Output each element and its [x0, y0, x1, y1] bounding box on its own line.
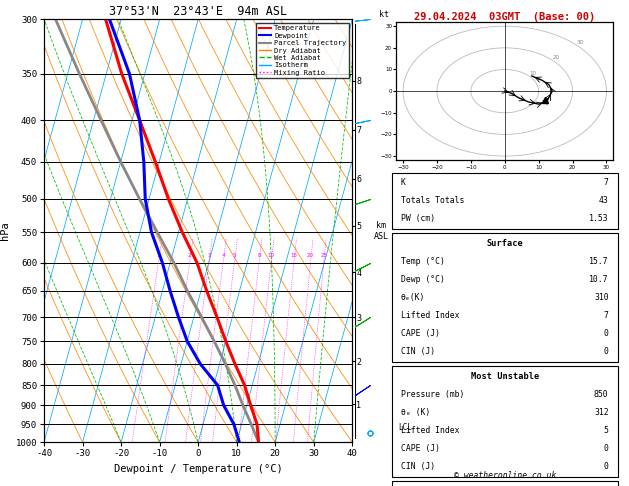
Bar	[391, 366, 618, 477]
Text: K: K	[401, 178, 406, 188]
Text: CAPE (J): CAPE (J)	[401, 444, 440, 453]
Text: 0: 0	[604, 347, 609, 356]
Text: 312: 312	[594, 408, 609, 417]
Text: 5: 5	[233, 253, 236, 258]
Text: CIN (J): CIN (J)	[401, 462, 435, 471]
Text: Pressure (mb): Pressure (mb)	[401, 390, 464, 399]
Text: © weatheronline.co.uk: © weatheronline.co.uk	[454, 471, 556, 480]
Text: Dewp (°C): Dewp (°C)	[401, 275, 445, 284]
Text: 4: 4	[221, 253, 225, 258]
Text: 850: 850	[594, 390, 609, 399]
Text: θₑ (K): θₑ (K)	[401, 408, 430, 417]
Bar	[391, 481, 618, 486]
Text: 0: 0	[604, 329, 609, 338]
Text: 15.7: 15.7	[589, 257, 609, 266]
Text: 1: 1	[157, 253, 160, 258]
Text: CIN (J): CIN (J)	[401, 347, 435, 356]
Text: 25: 25	[320, 253, 327, 258]
Text: 7: 7	[604, 311, 609, 320]
Text: 5: 5	[604, 426, 609, 435]
Legend: Temperature, Dewpoint, Parcel Trajectory, Dry Adiabat, Wet Adiabat, Isotherm, Mi: Temperature, Dewpoint, Parcel Trajectory…	[257, 23, 348, 78]
Text: 15: 15	[291, 253, 298, 258]
Text: 3: 3	[207, 253, 211, 258]
X-axis label: Dewpoint / Temperature (°C): Dewpoint / Temperature (°C)	[114, 464, 282, 474]
Text: LCL: LCL	[399, 423, 413, 433]
Y-axis label: hPa: hPa	[0, 222, 10, 240]
Text: 0: 0	[604, 462, 609, 471]
Bar	[391, 173, 618, 229]
Text: PW (cm): PW (cm)	[401, 214, 435, 224]
Text: Most Unstable: Most Unstable	[470, 372, 539, 381]
Text: Lifted Index: Lifted Index	[401, 426, 460, 435]
Text: 20: 20	[307, 253, 314, 258]
Text: 310: 310	[594, 293, 609, 302]
Text: 7: 7	[604, 178, 609, 188]
Title: 37°53'N  23°43'E  94m ASL: 37°53'N 23°43'E 94m ASL	[109, 5, 287, 18]
Text: 10: 10	[268, 253, 275, 258]
Text: 10.7: 10.7	[589, 275, 609, 284]
Text: θₑ(K): θₑ(K)	[401, 293, 425, 302]
Text: CAPE (J): CAPE (J)	[401, 329, 440, 338]
Text: 2: 2	[188, 253, 191, 258]
Bar	[391, 233, 618, 362]
Text: 43: 43	[599, 196, 609, 206]
Y-axis label: km
ASL: km ASL	[374, 221, 388, 241]
Text: Surface: Surface	[486, 239, 523, 248]
Text: 0: 0	[604, 444, 609, 453]
Text: Lifted Index: Lifted Index	[401, 311, 460, 320]
Text: 29.04.2024  03GMT  (Base: 00): 29.04.2024 03GMT (Base: 00)	[414, 12, 596, 22]
Text: 1.53: 1.53	[589, 214, 609, 224]
Text: 8: 8	[257, 253, 261, 258]
Text: Temp (°C): Temp (°C)	[401, 257, 445, 266]
Text: Totals Totals: Totals Totals	[401, 196, 464, 206]
